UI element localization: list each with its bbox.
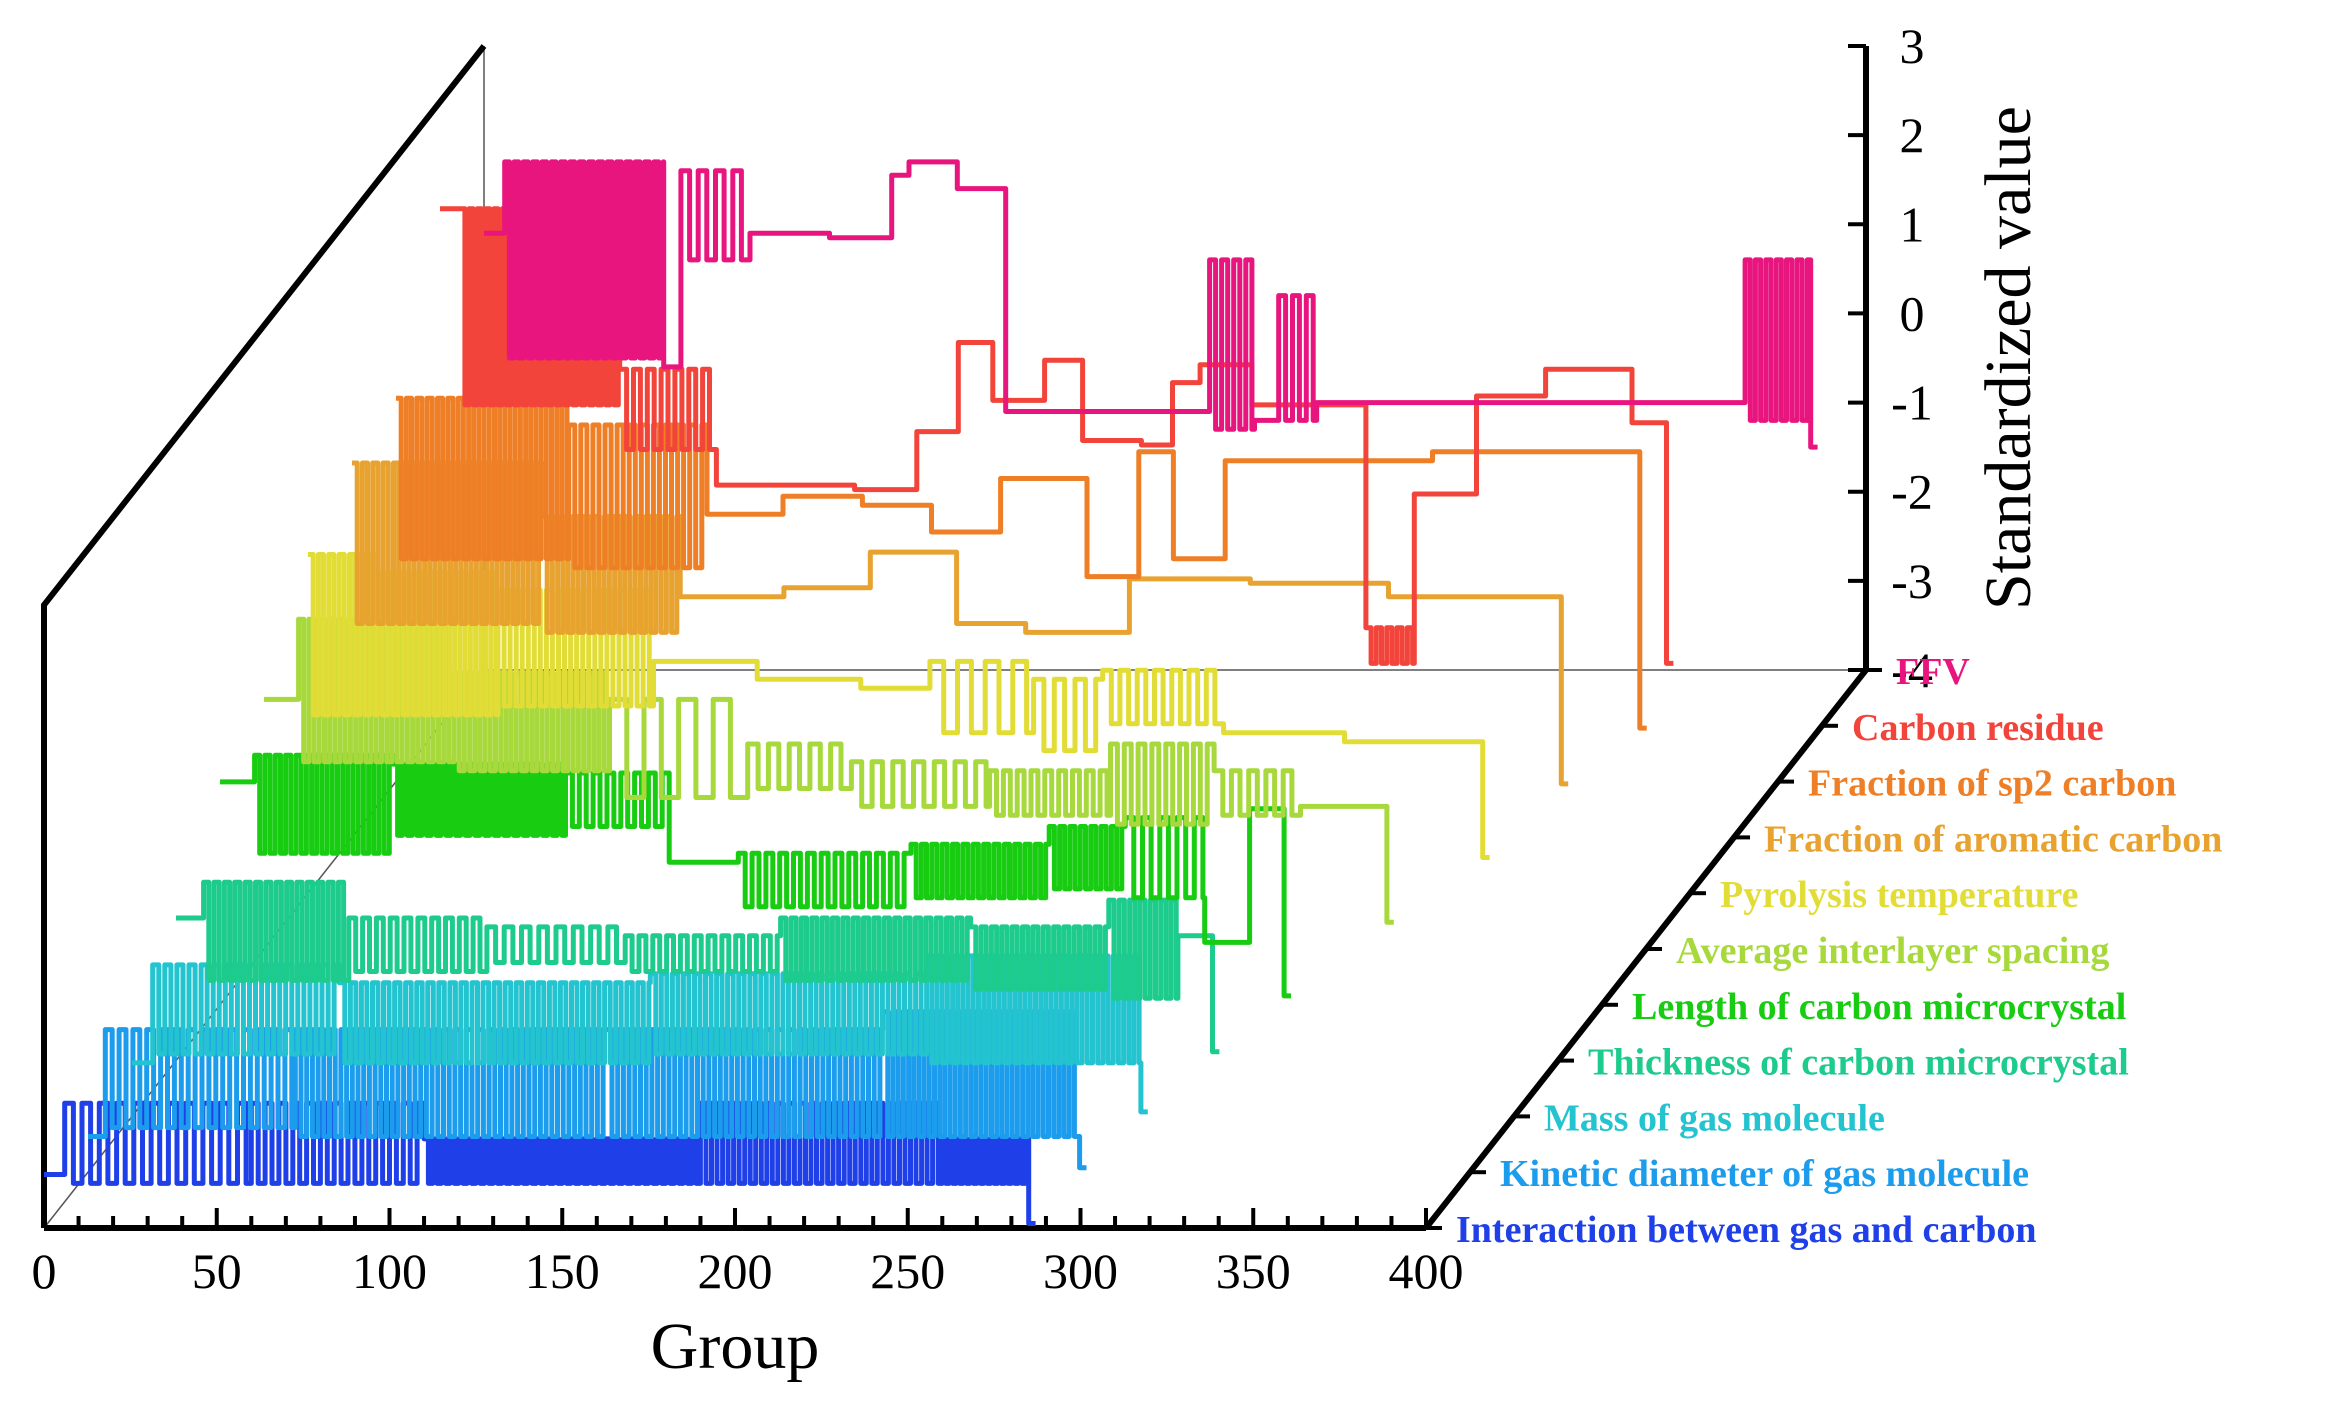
x-tick-label: 100 xyxy=(352,1243,427,1299)
series-label-mass-of-gas-molecule: Mass of gas molecule xyxy=(1544,1097,1885,1139)
depth-axis-ticks xyxy=(1426,668,1882,1230)
z-tick-label: -2 xyxy=(1891,464,1933,520)
series-label-fraction-of-aromatic-carbon: Fraction of aromatic carbon xyxy=(1764,818,2222,860)
z-tick-label: 1 xyxy=(1900,196,1925,252)
series-label-average-interlayer-spacing: Average interlayer spacing xyxy=(1676,930,2109,972)
z-tick-label: 3 xyxy=(1900,18,1925,74)
series-line-fraction-of-sp2-carbon xyxy=(396,395,1647,731)
series-line-thickness-of-carbon-microcrystal xyxy=(176,879,1220,1055)
left-frame xyxy=(41,44,487,1228)
series-labels: FFV Carbon residue Fraction of sp2 carbon F… xyxy=(1456,651,2222,1251)
series-label-kinetic-diameter-of-gas-molecule: Kinetic diameter of gas molecule xyxy=(1500,1153,2029,1195)
x-axis-title: Group xyxy=(651,1310,820,1383)
series-label-pyrolysis-temperature: Pyrolysis temperature xyxy=(1720,874,2078,916)
x-tick-label: 250 xyxy=(870,1243,945,1299)
series-line-ffv xyxy=(484,159,1818,450)
series-line-length-of-carbon-microcrystal xyxy=(220,752,1291,999)
x-tick-label: 200 xyxy=(698,1243,773,1299)
x-axis-ticks: 0 50 100 150 200 250 300 350 400 xyxy=(32,1208,1464,1299)
x-tick-label: 350 xyxy=(1216,1243,1291,1299)
series-line-interaction-between-gas-and-carbon xyxy=(44,1100,1036,1226)
z-tick-label: 0 xyxy=(1900,285,1925,341)
series-label-thickness-of-carbon-microcrystal: Thickness of carbon microcrystal xyxy=(1588,1042,2129,1084)
x-tick-label: 150 xyxy=(525,1243,600,1299)
series-label-fraction-of-sp2-carbon: Fraction of sp2 carbon xyxy=(1808,763,2176,805)
z-tick-label: 2 xyxy=(1900,107,1925,163)
z-tick-label: -3 xyxy=(1891,553,1933,609)
z-axis-ticks: 3 2 1 0 -1 -2 -3 -4 xyxy=(1848,18,1933,698)
z-axis-title: Standardized value xyxy=(1972,106,2045,610)
series-label-carbon-residue: Carbon residue xyxy=(1852,707,2104,749)
series-label-length-of-carbon-microcrystal: Length of carbon microcrystal xyxy=(1632,986,2126,1028)
series-layer xyxy=(44,159,1818,1226)
x-tick-label: 50 xyxy=(192,1243,242,1299)
x-tick-label: 300 xyxy=(1043,1243,1118,1299)
series-label-ffv: FFV xyxy=(1896,651,1970,693)
z-tick-label: -4 xyxy=(1891,642,1933,698)
series-label-interaction-between-gas-and-carbon: Interaction between gas and carbon xyxy=(1456,1209,2037,1251)
x-tick-label: 0 xyxy=(32,1243,57,1299)
z-tick-label: -1 xyxy=(1891,375,1933,431)
x-tick-label: 400 xyxy=(1389,1243,1464,1299)
